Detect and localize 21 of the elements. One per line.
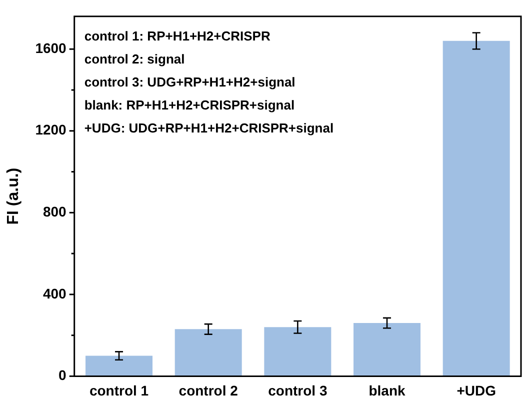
bar: [442, 40, 510, 376]
x-tick-label: control 2: [178, 382, 238, 398]
x-tick-label: control 3: [268, 382, 328, 398]
y-axis-title: FI (a.u.): [5, 168, 22, 225]
annotation: control 1: RP+H1+H2+CRISPR: [84, 28, 271, 44]
y-tick-label: 1600: [35, 40, 67, 56]
annotation: control 3: UDG+RP+H1+H2+signal: [84, 74, 296, 90]
annotation: +UDG: UDG+RP+H1+H2+CRISPR+signal: [84, 120, 334, 136]
x-tick-label: +UDG: [456, 382, 496, 398]
y-tick-label: 1200: [35, 122, 67, 138]
y-tick-label: 0: [58, 367, 67, 384]
x-tick-label: blank: [368, 382, 406, 398]
y-tick-label: 800: [42, 204, 67, 220]
x-tick-label: control 1: [89, 382, 149, 398]
bar: [264, 327, 332, 376]
bar: [354, 323, 421, 376]
y-tick-label: 400: [42, 285, 67, 302]
bar: [86, 356, 153, 376]
annotation: control 2: signal: [84, 51, 185, 66]
bar: [174, 329, 242, 376]
annotation: blank: RP+H1+H2+CRISPR+signal: [84, 97, 295, 112]
